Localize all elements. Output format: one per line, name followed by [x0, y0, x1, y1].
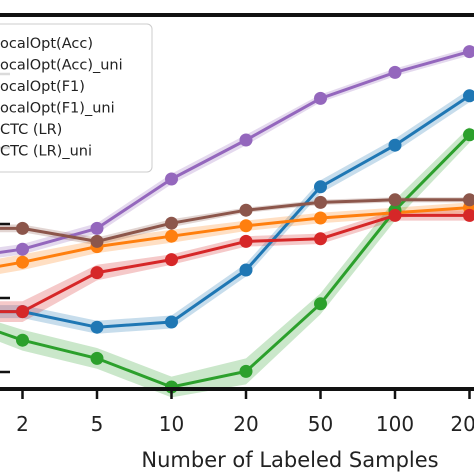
x-tick-label-2: 2 — [16, 412, 29, 436]
band-series-2 — [0, 202, 470, 274]
point-series-1-200 — [463, 89, 474, 103]
x-tick-label-20: 20 — [233, 412, 258, 436]
point-series-4-20 — [239, 234, 253, 248]
legend-label-2: ocalOpt(Acc)_uni — [0, 58, 123, 74]
point-series-1-5 — [90, 320, 104, 334]
x-tick-label-10: 10 — [159, 412, 184, 436]
point-series-5-50 — [314, 91, 327, 105]
point-series-1-50 — [314, 180, 327, 194]
point-series-1-100 — [388, 138, 402, 152]
series-lines — [0, 50, 471, 389]
point-series-6-5 — [90, 234, 104, 248]
point-series-3-2 — [16, 333, 29, 347]
point-series-5-200 — [463, 45, 474, 59]
point-series-4-100 — [388, 208, 402, 222]
x-tick-label-5: 5 — [91, 412, 104, 436]
point-series-4-5 — [90, 266, 104, 280]
x-tick-label-200: 200 — [450, 412, 474, 436]
line-series-4 — [0, 213, 470, 314]
line-series-3 — [0, 133, 471, 389]
legend-label-1: ocalOpt(Acc) — [0, 36, 93, 52]
point-series-2-2 — [16, 255, 29, 269]
x-axis-ticks: 2 5 10 20 50 100 200 — [16, 389, 474, 436]
point-series-3-50 — [314, 297, 327, 311]
point-series-5-100 — [388, 65, 402, 79]
legend-label-3: ocalOpt(F1) — [0, 79, 85, 95]
point-series-1-20 — [239, 263, 253, 277]
x-tick-label-100: 100 — [376, 412, 414, 436]
point-series-6-10 — [165, 216, 178, 230]
point-series-6-100 — [388, 193, 402, 207]
band-series-6 — [0, 197, 470, 246]
point-series-5-2 — [16, 242, 29, 256]
x-tick-label-50: 50 — [308, 412, 333, 436]
point-series-3-5 — [90, 351, 104, 365]
line-series-6 — [0, 198, 470, 243]
point-series-6-2 — [16, 221, 29, 235]
point-series-2-20 — [239, 219, 253, 233]
point-series-1-10 — [165, 315, 178, 329]
legend-label-6: CTC (LR)_uni — [0, 144, 92, 160]
legend-label-5: CTC (LR) — [0, 122, 62, 138]
point-series-4-10 — [165, 253, 178, 267]
legend: ocalOpt(Acc) ocalOpt(Acc)_uni ocalOpt(F1) o… — [0, 23, 153, 173]
line-series-2 — [0, 206, 470, 268]
series-points — [16, 45, 474, 394]
legend-label-4: ocalOpt(F1)_uni — [0, 101, 115, 117]
point-series-5-5 — [90, 221, 104, 235]
point-series-2-50 — [314, 211, 327, 225]
point-series-4-2 — [16, 305, 29, 319]
point-series-3-20 — [239, 364, 253, 378]
point-series-2-10 — [165, 229, 178, 243]
confidence-bands — [0, 47, 470, 398]
x-axis-title: Number of Labeled Samples — [141, 448, 438, 472]
point-series-4-200 — [463, 208, 474, 222]
point-series-6-50 — [314, 195, 327, 209]
point-series-5-20 — [239, 133, 253, 147]
point-series-5-10 — [165, 172, 178, 186]
line-series-1 — [0, 94, 471, 329]
legend-box — [0, 23, 153, 173]
point-series-6-200 — [463, 193, 474, 207]
point-series-3-200 — [463, 128, 474, 142]
point-series-4-50 — [314, 232, 327, 246]
point-series-6-20 — [239, 203, 253, 217]
line-series-5 — [0, 50, 470, 254]
